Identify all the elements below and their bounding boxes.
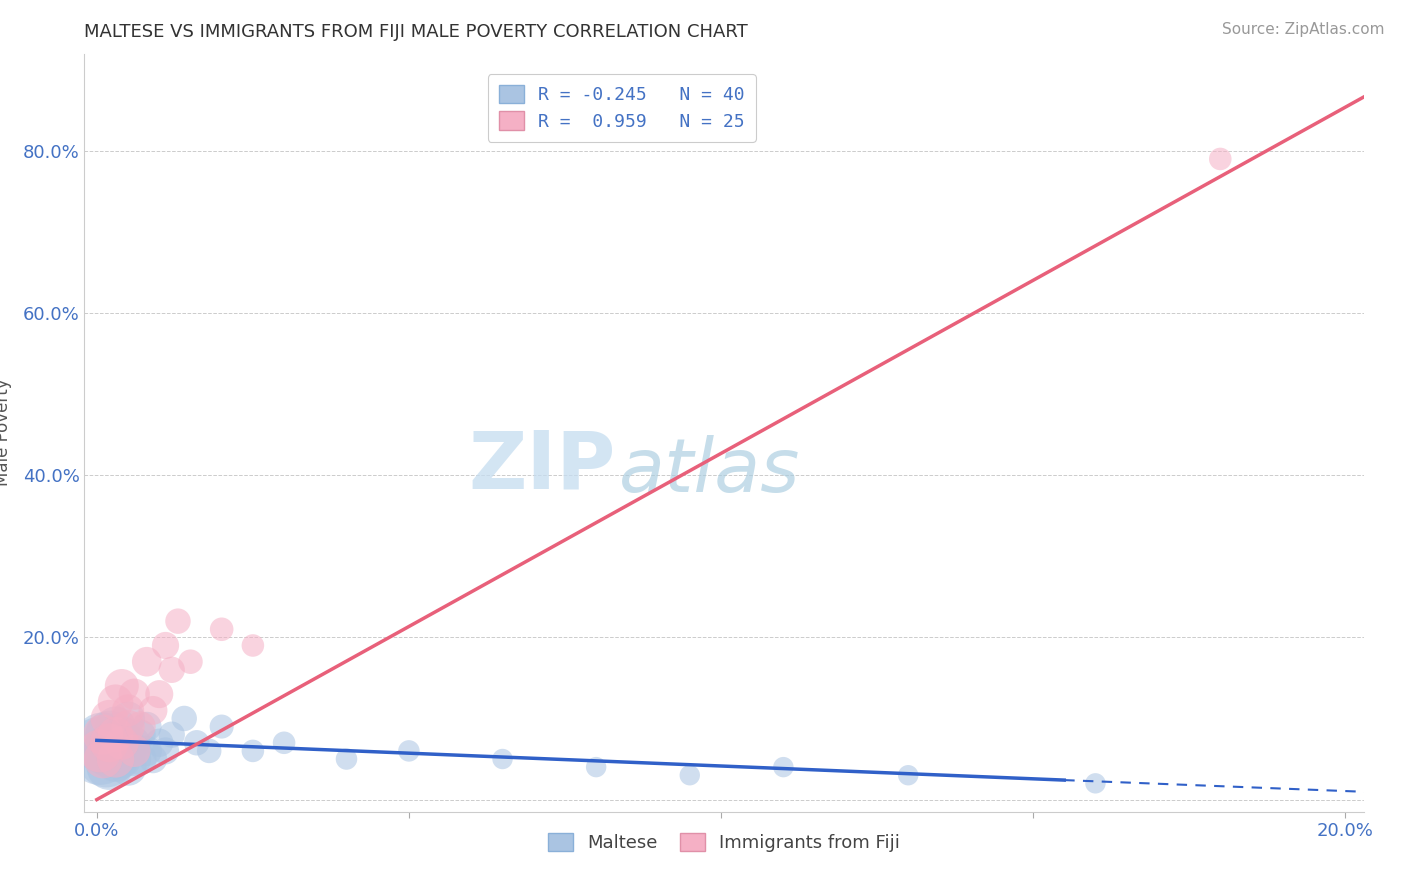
Point — [772, 760, 794, 774]
Point — [142, 703, 165, 717]
Point — [1209, 152, 1232, 166]
Point — [135, 720, 157, 734]
Point — [242, 639, 264, 653]
Y-axis label: Male Poverty: Male Poverty — [0, 379, 11, 486]
Point — [1084, 776, 1107, 790]
Point — [585, 760, 607, 774]
Point — [104, 752, 127, 766]
Point — [124, 752, 146, 766]
Point — [198, 744, 221, 758]
Point — [89, 744, 111, 758]
Point — [124, 736, 146, 750]
Point — [155, 639, 177, 653]
Point — [117, 720, 139, 734]
Point — [124, 744, 146, 758]
Point — [104, 752, 127, 766]
Text: atlas: atlas — [619, 434, 800, 507]
Point — [491, 752, 513, 766]
Point — [167, 614, 190, 628]
Text: ZIP: ZIP — [468, 428, 616, 506]
Point — [98, 736, 121, 750]
Point — [142, 752, 165, 766]
Point — [148, 687, 170, 701]
Point — [98, 760, 121, 774]
Point — [135, 744, 157, 758]
Point — [104, 720, 127, 734]
Point — [124, 687, 146, 701]
Point — [104, 695, 127, 709]
Point — [135, 655, 157, 669]
Point — [117, 711, 139, 725]
Point — [160, 728, 183, 742]
Legend: Maltese, Immigrants from Fiji: Maltese, Immigrants from Fiji — [541, 826, 907, 860]
Point — [211, 622, 233, 636]
Point — [111, 752, 134, 766]
Point — [179, 655, 201, 669]
Point — [155, 744, 177, 758]
Point — [335, 752, 357, 766]
Point — [117, 703, 139, 717]
Point — [91, 752, 114, 766]
Point — [273, 736, 295, 750]
Text: MALTESE VS IMMIGRANTS FROM FIJI MALE POVERTY CORRELATION CHART: MALTESE VS IMMIGRANTS FROM FIJI MALE POV… — [84, 23, 748, 41]
Point — [211, 720, 233, 734]
Point — [111, 744, 134, 758]
Point — [129, 752, 152, 766]
Point — [186, 736, 208, 750]
Point — [897, 768, 920, 782]
Point — [117, 736, 139, 750]
Point — [160, 663, 183, 677]
Point — [117, 760, 139, 774]
Point — [129, 728, 152, 742]
Point — [173, 711, 195, 725]
Point — [129, 720, 152, 734]
Point — [98, 711, 121, 725]
Point — [398, 744, 420, 758]
Point — [91, 736, 114, 750]
Point — [117, 744, 139, 758]
Point — [111, 728, 134, 742]
Point — [96, 752, 118, 766]
Point — [111, 679, 134, 693]
Point — [148, 736, 170, 750]
Point — [98, 728, 121, 742]
Point — [679, 768, 702, 782]
Point — [104, 728, 127, 742]
Text: Source: ZipAtlas.com: Source: ZipAtlas.com — [1222, 22, 1385, 37]
Point — [89, 744, 111, 758]
Point — [111, 736, 134, 750]
Point — [242, 744, 264, 758]
Point — [98, 744, 121, 758]
Point — [91, 728, 114, 742]
Point — [104, 736, 127, 750]
